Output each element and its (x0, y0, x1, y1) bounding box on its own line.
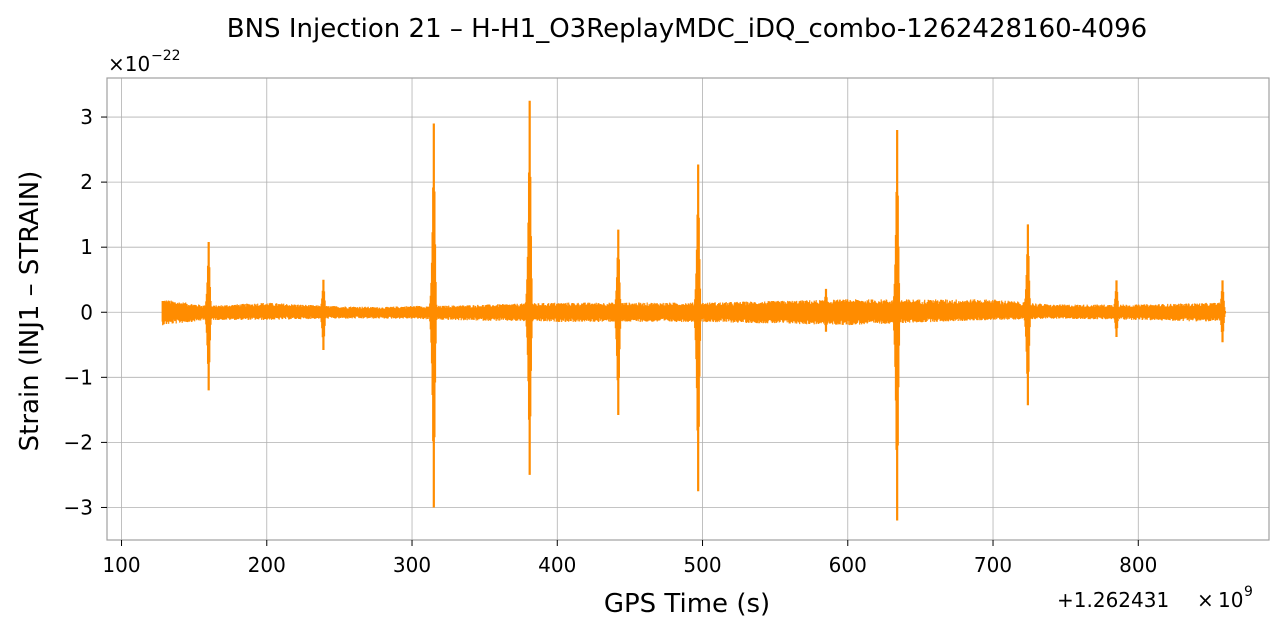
x-offset-ten: 10 (1218, 588, 1243, 612)
strain-spike (888, 130, 901, 521)
x-offset-times: × (1197, 588, 1214, 612)
x-tick-label: 800 (1119, 553, 1157, 577)
y-tick-label: 1 (80, 235, 93, 259)
strain-spike (1108, 280, 1120, 337)
x-tick-label: 400 (538, 553, 576, 577)
strain-spike (818, 288, 830, 332)
strain-spike (521, 100, 534, 475)
y-tick-label: 0 (80, 300, 93, 324)
x-tick-label: 600 (829, 553, 867, 577)
y-tick-label: −1 (64, 365, 93, 389)
y-tick-label: −3 (64, 495, 93, 519)
grid (107, 78, 1269, 540)
x-tick-label: 700 (974, 553, 1012, 577)
strain-baseline (161, 299, 1223, 326)
x-tick-label: 200 (248, 553, 286, 577)
x-tick-label: 500 (683, 553, 721, 577)
y-scale-exponent: −22 (151, 48, 181, 64)
y-scale-base: ×10 (108, 52, 150, 76)
x-offset-exponent: 9 (1244, 584, 1253, 600)
strain-spike (200, 241, 213, 391)
strain-spike (609, 229, 622, 416)
x-axis-label: GPS Time (s) (604, 589, 770, 619)
y-scale-factor: ×10 −22 (108, 48, 181, 76)
x-tick-label: 300 (393, 553, 431, 577)
y-tick-label: −2 (64, 430, 93, 454)
strain-spike (689, 164, 702, 492)
chart-title: BNS Injection 21 – H-H1_O3ReplayMDC_iDQ_… (227, 14, 1147, 44)
y-axis-label: Strain (INJ1 – STRAIN) (15, 171, 45, 452)
x-tick-label: 100 (102, 553, 140, 577)
x-offset-label: +1.262431 × 10 9 (1057, 584, 1253, 612)
plot-frame (106, 77, 1270, 541)
plot-area (161, 100, 1227, 521)
y-tick-label: 3 (80, 105, 93, 129)
ticks: 100 200 300 400 500 600 700 800 −3 −2 −1 0 1 2 3 (64, 105, 1158, 577)
y-tick-label: 2 (80, 170, 93, 194)
strain-spike (315, 279, 327, 350)
strain-spike (1019, 224, 1032, 406)
strain-spike (425, 123, 438, 508)
strain-spike (1214, 280, 1227, 343)
x-offset-base: +1.262431 (1057, 588, 1169, 612)
